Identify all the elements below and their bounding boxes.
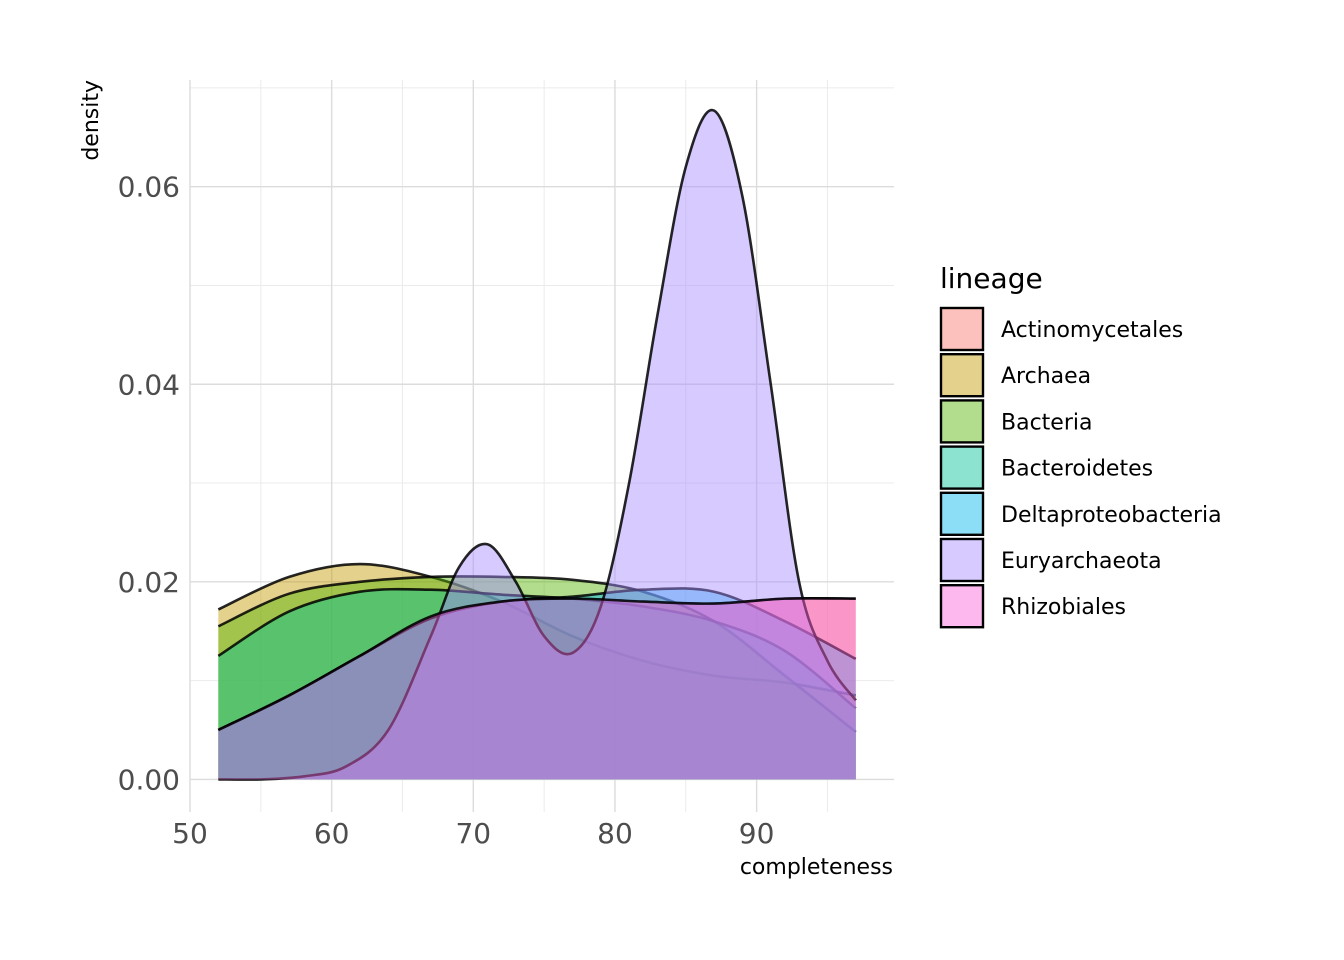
y-axis-ticks: 0.00 0.02 0.04 0.06 (118, 171, 180, 797)
x-tick-label: 60 (314, 817, 350, 850)
density-area-bacteria (218, 576, 856, 780)
legend-key (939, 491, 985, 536)
legend-item-euryarchaeota: Euryarchaeota (939, 537, 1162, 583)
major-grid (189, 80, 894, 812)
x-axis-title: completeness (740, 855, 893, 880)
legend-label: Bacteria (1001, 410, 1092, 435)
legend-item-actinomycetales: Actinomycetales (939, 306, 1183, 352)
legend-key (939, 445, 985, 490)
density-area-deltaproteobacteria (218, 588, 856, 780)
legend-title: lineage (940, 262, 1043, 295)
density-curve-euryarchaeota (218, 108, 857, 781)
density-area-euryarchaeota (218, 110, 856, 780)
density-areas (217, 108, 857, 781)
legend-label: Archaea (1001, 364, 1091, 389)
density-area-actinomycetales (218, 598, 856, 780)
y-tick-label: 0.06 (118, 171, 180, 204)
minor-grid (190, 80, 894, 812)
x-tick-label: 50 (172, 817, 208, 850)
legend-item-rhizobiales: Rhizobiales (939, 584, 1126, 629)
legend-item-bacteria: Bacteria (939, 399, 1092, 444)
legend-item-deltaproteobacteria: Deltaproteobacteria (939, 491, 1222, 536)
legend-key (939, 537, 985, 583)
y-tick-label: 0.04 (118, 368, 180, 401)
legend-key (939, 584, 985, 629)
density-area-rhizobiales (218, 598, 856, 780)
legend-label: Bacteroidetes (1001, 457, 1153, 482)
x-tick-label: 70 (455, 817, 491, 850)
legend-key (939, 353, 985, 398)
density-area-archaea (218, 564, 856, 780)
y-axis-title: density (79, 80, 104, 161)
y-tick-label: 0.00 (118, 763, 180, 796)
x-tick-label: 80 (597, 817, 633, 850)
density-area-bacteroidetes (218, 589, 856, 780)
legend-label: Actinomycetales (1001, 318, 1183, 343)
x-axis-ticks: 50 60 70 80 90 (172, 817, 774, 850)
legend: lineage Actinomycetales Archaea Bacteria Ba… (939, 262, 1222, 629)
density-curve-rhizobiales (217, 596, 856, 732)
legend-key (939, 399, 985, 444)
legend-label: Deltaproteobacteria (1001, 503, 1222, 528)
density-curve-archaea (217, 562, 856, 697)
legend-item-bacteroidetes: Bacteroidetes (939, 445, 1153, 490)
legend-label: Rhizobiales (1001, 595, 1126, 620)
density-curve-bacteria (217, 575, 857, 734)
legend-key (939, 306, 985, 352)
density-curve-bacteroidetes (217, 587, 857, 710)
y-tick-label: 0.02 (118, 566, 180, 599)
legend-label: Euryarchaeota (1001, 549, 1162, 574)
x-tick-label: 90 (739, 817, 775, 850)
legend-item-archaea: Archaea (939, 353, 1091, 398)
